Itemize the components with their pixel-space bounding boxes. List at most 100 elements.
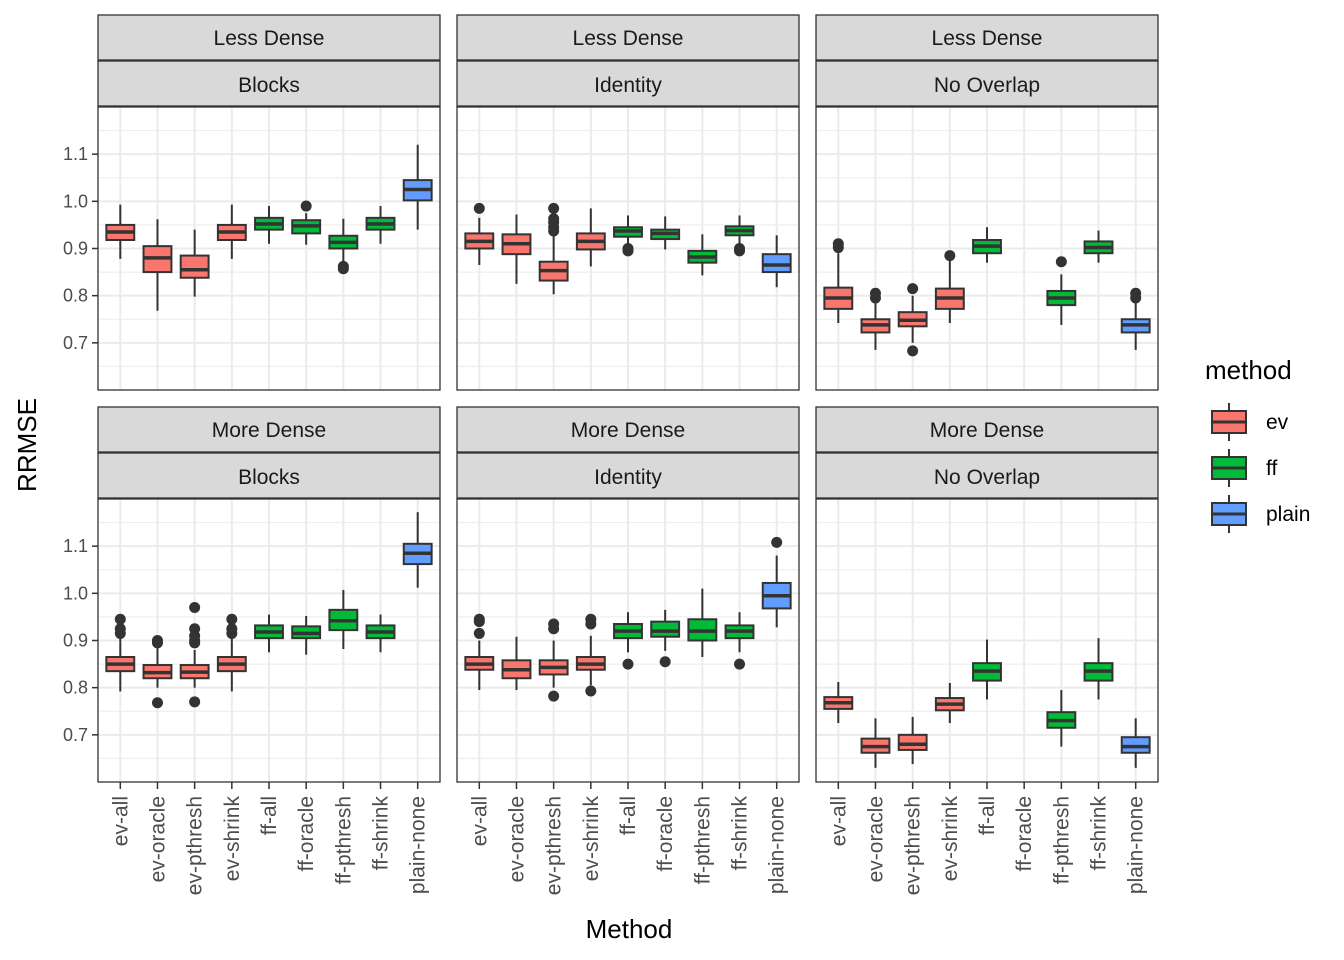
outlier-point — [189, 696, 201, 708]
x-tick-label: ev-pthresh — [184, 796, 207, 895]
box-ff-all — [254, 206, 284, 244]
outlier-point — [548, 690, 560, 702]
facet-panel: Less Dense No Overlap — [815, 14, 1159, 391]
box-ff-oracle — [291, 200, 322, 245]
outlier-point — [585, 613, 597, 625]
panel-border — [456, 106, 800, 391]
box-ev-shrink — [575, 613, 606, 697]
outlier-point — [548, 202, 560, 214]
legend-item-ev: ev — [1211, 403, 1289, 441]
x-tick-label: ff-shrink — [729, 796, 752, 871]
outlier-point — [226, 613, 238, 625]
box-ff-pthresh — [1046, 256, 1077, 325]
y-tick-label: 1.1 — [63, 144, 88, 164]
outlier-point — [622, 243, 634, 254]
facet-strip-row — [815, 14, 1159, 61]
box-plain-none — [402, 512, 433, 588]
box-plain-none — [1120, 287, 1151, 350]
outlier-point — [734, 243, 746, 254]
facet-strip-col-label: No Overlap — [934, 466, 1040, 489]
y-tick-label: 0.8 — [63, 286, 88, 306]
legend-label: ev — [1266, 411, 1289, 434]
outlier-point — [151, 697, 163, 709]
facet-panel: More Dense No Overlap ev-all ev-oracle ev-pt… — [815, 406, 1159, 895]
box-ev-oracle — [501, 214, 532, 284]
box-plain-none — [761, 235, 792, 288]
box-ev-all — [464, 202, 495, 266]
facet-strip-row — [815, 406, 1159, 453]
box-plain-none — [1120, 718, 1151, 768]
outlier-point — [907, 283, 919, 295]
box-ev-all — [823, 238, 854, 324]
y-tick-label: 1.1 — [63, 536, 88, 556]
x-tick-label: ff-pthresh — [1050, 796, 1073, 884]
box-ev-all — [823, 682, 854, 724]
box-ff-shrink — [724, 612, 755, 670]
box-ff-oracle — [650, 609, 681, 668]
legend-label: plain — [1266, 503, 1310, 526]
box-ev-shrink — [934, 682, 965, 724]
box-ev-pthresh — [897, 716, 928, 765]
facet-panel: Less Dense Identity — [456, 14, 800, 391]
x-tick-label: ff-shrink — [370, 796, 393, 871]
facet-strip-row — [97, 14, 441, 61]
box-ev-pthresh — [179, 601, 210, 708]
box-ff-all — [613, 612, 643, 670]
box-ev-oracle — [860, 718, 891, 768]
box-ev-pthresh — [538, 202, 569, 295]
outlier-point — [585, 685, 597, 697]
x-tick-label: ff-all — [617, 796, 640, 835]
box-ev-pthresh — [897, 283, 928, 357]
panel-border — [815, 106, 1159, 391]
facet-strip-col — [97, 452, 441, 499]
outlier-point — [473, 202, 485, 214]
facet-strip-col — [815, 452, 1159, 499]
facet-strip-row-label: More Dense — [212, 419, 326, 442]
x-axis-title: Method — [586, 914, 673, 944]
box-ff-pthresh — [687, 588, 718, 658]
outlier-point — [189, 601, 201, 613]
x-tick-label: ff-pthresh — [332, 796, 355, 884]
box-iqr — [650, 620, 681, 638]
box-ff-shrink — [1083, 638, 1114, 700]
x-tick-label: ff-oracle — [654, 796, 677, 871]
outlier-point — [622, 658, 634, 670]
x-tick-label: ev-shrink — [939, 796, 962, 882]
box-ff-shrink — [365, 614, 396, 653]
outlier-point — [1130, 287, 1142, 299]
box-ev-oracle — [860, 287, 891, 350]
x-tick-label: ff-oracle — [295, 796, 318, 871]
box-ev-shrink — [934, 250, 965, 324]
box-ev-oracle — [142, 635, 173, 709]
box-ff-all — [972, 639, 1002, 700]
box-ff-pthresh — [328, 590, 359, 649]
x-tick-label: ev-oracle — [505, 796, 528, 882]
box-ff-shrink — [365, 206, 396, 244]
box-ev-shrink — [216, 204, 247, 259]
facet-strip-col-label: Identity — [594, 74, 662, 97]
box-plain-none — [761, 536, 792, 628]
facet-strip-col-label: Identity — [594, 466, 662, 489]
facet-strip-row-label: Less Dense — [932, 27, 1043, 50]
y-tick-label: 0.7 — [63, 333, 88, 353]
outlier-point — [548, 213, 560, 225]
y-tick-label: 0.9 — [63, 631, 88, 651]
facet-strip-col-label: No Overlap — [934, 74, 1040, 97]
x-tick-label: ff-all — [258, 796, 281, 835]
y-tick-label: 1.0 — [63, 191, 88, 211]
facet-panel: Less Dense Blocks 0.7 0.8 0.9 1.0 1.1 — [63, 14, 441, 391]
facet-strip-col — [456, 60, 800, 107]
box-ev-pthresh — [179, 229, 210, 297]
facet-strip-col-label: Blocks — [238, 74, 300, 97]
box-ff-all — [254, 614, 284, 653]
legend-item-ff: ff — [1211, 449, 1277, 487]
outlier-point — [473, 613, 485, 625]
box-ff-pthresh — [687, 234, 718, 276]
y-tick-label: 0.8 — [63, 678, 88, 698]
outlier-point — [151, 635, 163, 646]
box-iqr — [179, 254, 210, 279]
outlier-point — [114, 623, 126, 635]
x-tick-label: ev-all — [827, 796, 850, 846]
box-ff-all — [972, 227, 1002, 263]
